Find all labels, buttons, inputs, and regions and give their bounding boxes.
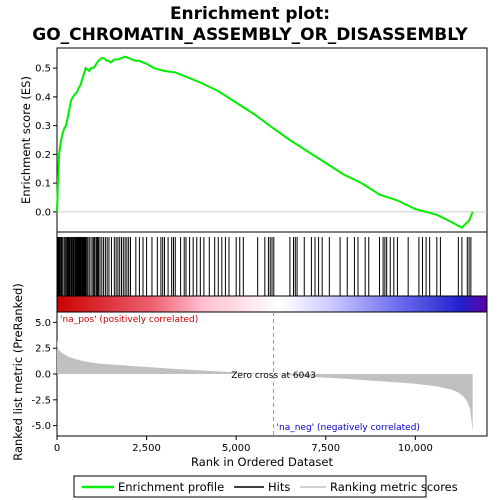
enrichment-profile-line: [56, 55, 474, 229]
zero-cross-label: Zero cross at 6043: [231, 371, 316, 381]
legend-hits-label: Hits: [268, 480, 290, 494]
x-axis-label: Rank in Ordered Dataset: [191, 455, 334, 469]
x-tick-label: 10,000: [398, 443, 433, 454]
rank-y-axis-label: Ranked list metric (PreRanked): [11, 283, 25, 461]
x-ticks: 0 2,500 5,000 7,500 10,000: [54, 436, 433, 454]
rank-y-tick-label: -5.0: [31, 421, 51, 432]
rank-y-tick-label: 5.0: [35, 318, 51, 329]
x-tick-label: 0: [54, 443, 60, 454]
hit-marks: [57, 237, 472, 296]
chart-title-line-1: Enrichment plot:: [170, 4, 330, 24]
x-tick-label: 2,500: [132, 443, 161, 454]
es-y-tick-label: 0.2: [35, 150, 51, 161]
es-y-tick-label: 0.5: [35, 64, 51, 75]
es-y-tick-label: 0.3: [35, 121, 51, 132]
es-y-tick-label: 0.0: [35, 207, 51, 218]
x-tick-label: 5,000: [222, 443, 251, 454]
es-y-axis-label: Enrichment score (ES): [19, 76, 33, 204]
x-tick-label: 7,500: [311, 443, 340, 454]
es-y-ticks: 0.0 0.1 0.2 0.3 0.4 0.5: [35, 64, 57, 218]
legend-enrichment-label: Enrichment profile: [118, 480, 224, 494]
rank-color-bar: [56, 295, 488, 313]
legend-ranking-label: Ranking metric scores: [330, 480, 458, 494]
positive-correlation-label: 'na_pos' (positively correlated): [60, 315, 198, 325]
rank-y-tick-label: 2.5: [35, 344, 51, 355]
chart-title-line-2: GO_CHROMATIN_ASSEMBLY_OR_DISASSEMBLY: [32, 25, 468, 45]
negative-correlation-label: 'na_neg' (negatively correlated): [277, 423, 420, 433]
rank-y-ticks: 5.0 2.5 0.0 -2.5 -5.0: [31, 318, 57, 432]
es-panel-frame: [56, 47, 488, 233]
rank-y-tick-label: -2.5: [31, 395, 51, 406]
es-y-tick-label: 0.1: [35, 179, 51, 190]
rank-y-tick-label: 0.0: [35, 370, 51, 381]
es-y-tick-label: 0.4: [35, 92, 51, 103]
